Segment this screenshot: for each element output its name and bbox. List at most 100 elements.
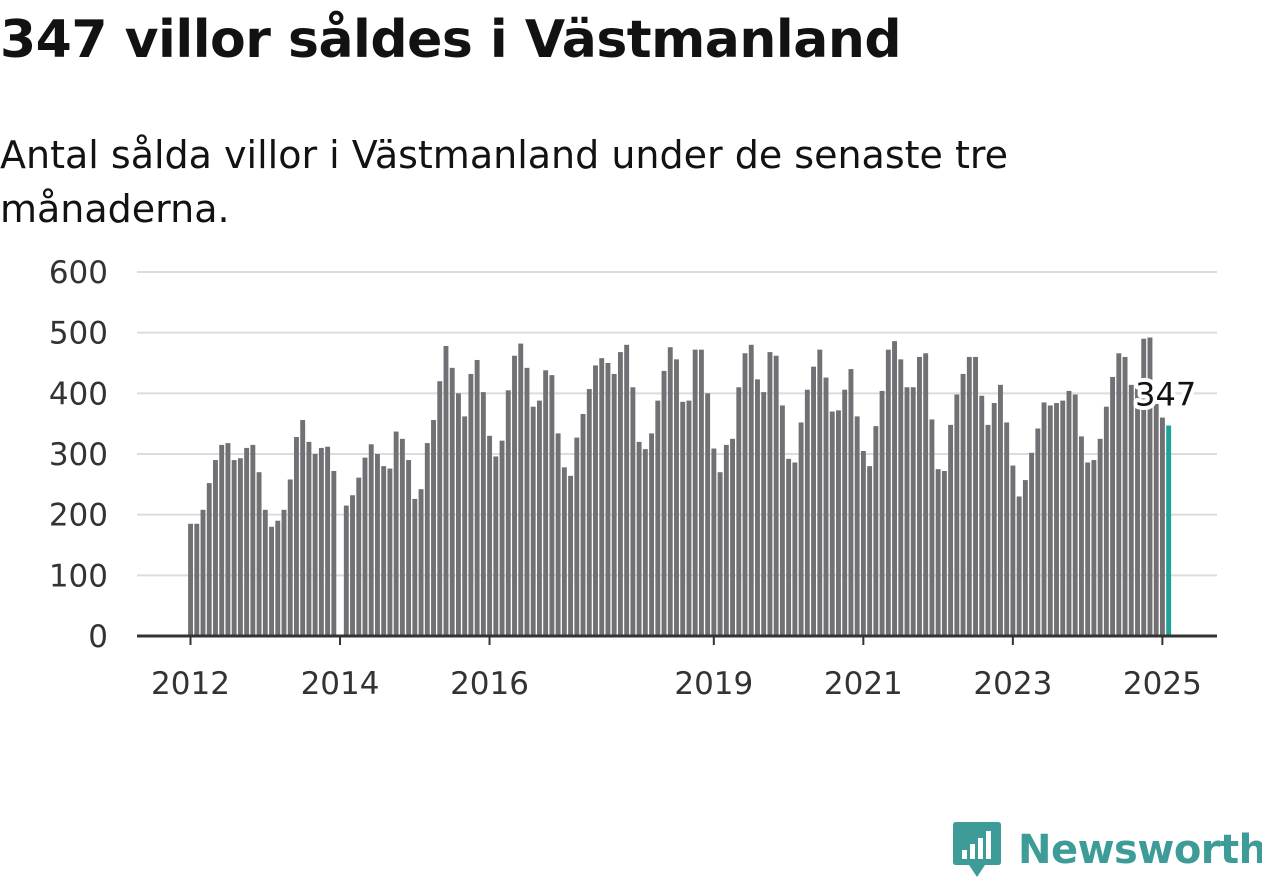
bar (923, 353, 929, 636)
bar (742, 353, 748, 636)
bar (530, 406, 536, 636)
bar (1016, 496, 1022, 636)
bar (312, 454, 318, 636)
x-tick-label: 2014 (301, 666, 380, 702)
bar (474, 359, 480, 636)
bar (256, 472, 262, 636)
bar (275, 520, 281, 636)
bar-latest (1166, 425, 1172, 636)
x-tick-label: 2019 (674, 666, 753, 702)
x-tick-label: 2012 (151, 666, 230, 702)
bar (761, 392, 767, 636)
bar (711, 448, 717, 636)
bar (1066, 390, 1072, 636)
bar (892, 341, 897, 636)
bar (1004, 422, 1010, 636)
bar (1091, 460, 1097, 636)
bar (829, 411, 835, 636)
bar (568, 475, 574, 636)
bar (512, 355, 517, 636)
x-tick-label: 2021 (824, 666, 903, 702)
bar (1135, 386, 1140, 636)
bar (281, 509, 287, 636)
bar (873, 426, 879, 636)
bar (1141, 338, 1147, 636)
bar (611, 373, 617, 636)
bar (244, 447, 250, 636)
bar (773, 355, 779, 636)
bar (817, 349, 823, 636)
bar (1110, 376, 1116, 636)
bar (350, 495, 355, 636)
bar (698, 349, 704, 636)
bar (680, 401, 686, 636)
bar (262, 509, 268, 636)
bar (1097, 438, 1103, 636)
bar (1041, 402, 1047, 636)
bar (318, 447, 324, 636)
bar (1153, 400, 1159, 636)
bar (985, 424, 991, 636)
bar (867, 466, 873, 636)
bar (1116, 353, 1122, 636)
bar (549, 375, 555, 636)
bar (287, 479, 293, 636)
x-tick-label: 2016 (450, 666, 529, 702)
bar (505, 390, 511, 636)
bar (213, 460, 218, 636)
bar (487, 435, 493, 636)
bar-value-labels: 347 (1131, 371, 1200, 417)
bar (356, 477, 362, 636)
bar (767, 352, 773, 636)
bar (661, 370, 667, 636)
bar (935, 469, 941, 636)
bar (1159, 417, 1165, 636)
bar (966, 356, 972, 636)
bar (574, 437, 580, 636)
bar (1147, 337, 1153, 636)
bar (854, 416, 860, 636)
bar (636, 441, 642, 636)
bar (973, 356, 978, 636)
bar (424, 443, 430, 636)
x-tick-label: 2025 (1123, 666, 1202, 702)
bar (455, 393, 461, 636)
bar (599, 358, 605, 636)
bar (960, 373, 966, 636)
bar (368, 444, 374, 636)
chart-subtitle: Antal sålda villor i Västmanland under d… (0, 133, 1009, 231)
bar (480, 392, 486, 636)
bar (823, 377, 829, 636)
bar (399, 438, 405, 636)
bar (1054, 403, 1059, 636)
bar (674, 359, 679, 636)
bar (954, 394, 960, 636)
bar (811, 366, 816, 636)
bar (225, 443, 231, 636)
x-tick-label: 2023 (973, 666, 1052, 702)
y-tick-label: 300 (49, 437, 108, 473)
bar (723, 444, 729, 636)
bar (929, 419, 935, 636)
bar (998, 384, 1003, 636)
bar (269, 526, 274, 636)
bar (898, 359, 904, 636)
bar (362, 457, 368, 636)
y-axis-tick-labels: 0 100 200 300 400 500 600 (49, 255, 108, 655)
bar (381, 466, 387, 636)
bar (555, 433, 561, 636)
bar (804, 389, 810, 636)
bar (188, 523, 193, 636)
bar (705, 393, 711, 636)
y-tick-label: 400 (49, 376, 108, 412)
bar (642, 449, 648, 636)
bar (1085, 462, 1091, 636)
bar (449, 367, 455, 636)
bar (561, 467, 567, 636)
bar (1060, 400, 1066, 636)
newsworthy-logo: Newsworthy (952, 820, 1262, 880)
bar (904, 387, 910, 636)
bar (194, 523, 200, 636)
bar (779, 405, 785, 636)
